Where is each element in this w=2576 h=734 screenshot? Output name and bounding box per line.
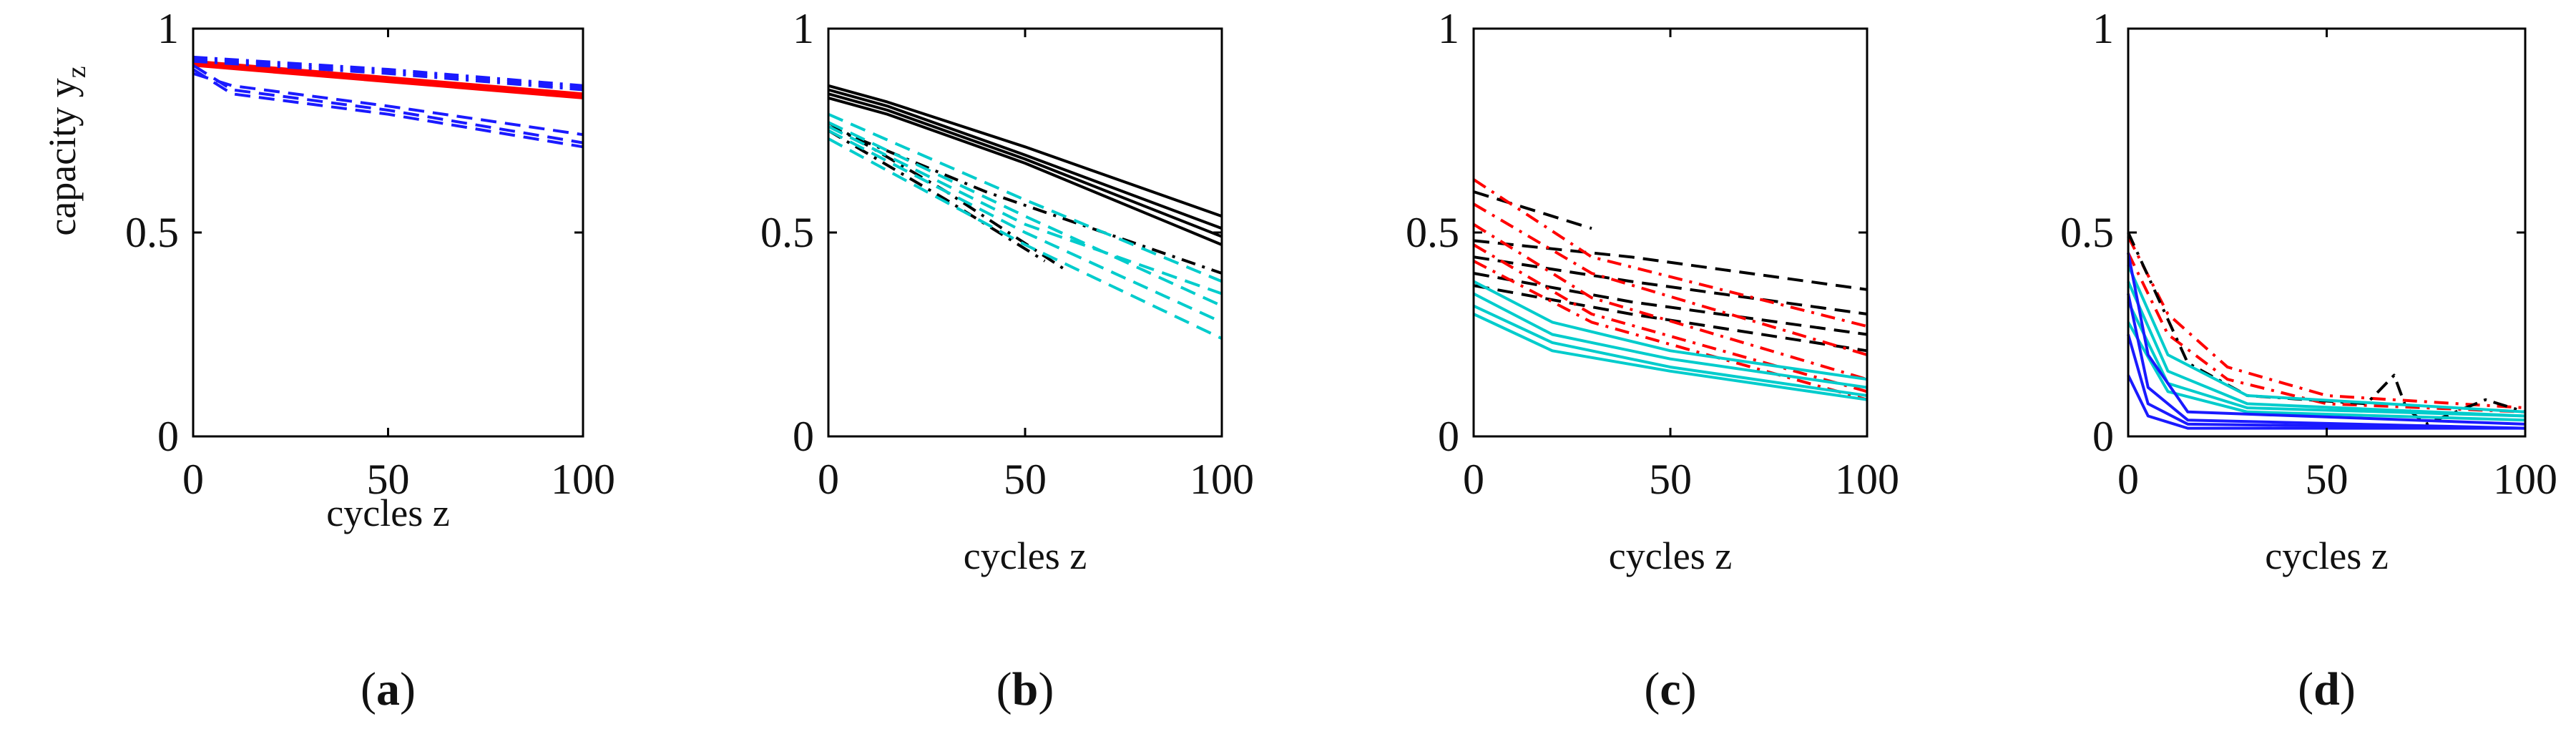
series-line-c-cyan-3 xyxy=(1473,304,1868,397)
panel-d: 0 50 100 0 0.5 1 cycles z (d) xyxy=(2060,5,2557,715)
series-line-a-red-3 xyxy=(192,62,584,98)
series-line-d-blue-3 xyxy=(2127,333,2526,430)
panel-a: 0 50 100 0 0.5 1 cycles z capacity yz (a) xyxy=(41,5,615,715)
x-tick-label: 50 xyxy=(1004,456,1047,503)
y-tick-label: 0 xyxy=(1438,413,1459,460)
x-tick-label: 100 xyxy=(2493,456,2557,503)
y-tick-label: 1 xyxy=(1438,5,1459,52)
series-line-c-cyan-2 xyxy=(1473,292,1868,389)
series-line-a-blue-4 xyxy=(192,68,584,149)
caption-open-paren: ( xyxy=(996,663,1012,715)
y-tick-label: 0 xyxy=(2092,413,2114,460)
series-line-d-cyan-2 xyxy=(2127,280,2526,418)
caption-letter: b xyxy=(1012,663,1039,715)
series-line-c-red-3 xyxy=(1472,222,1868,381)
y-tick-label: 0 xyxy=(793,413,814,460)
x-axis-label: cycles z xyxy=(964,534,1087,577)
subfigure-caption: (d) xyxy=(2298,663,2356,715)
y-axis-label: capacity yz xyxy=(41,66,92,235)
series-line-b-cyan-4 xyxy=(828,137,1223,341)
series-line-a-red-1 xyxy=(192,64,584,99)
series-line-d-blue-2 xyxy=(2127,293,2526,430)
axes-frame xyxy=(2127,27,2527,438)
series-line-c-black-1 xyxy=(1473,190,1592,230)
y-tick-label: 0.5 xyxy=(125,209,179,256)
caption-open-paren: ( xyxy=(2298,663,2313,715)
series-line-a-blue-1 xyxy=(192,55,584,87)
caption-close-paren: ) xyxy=(1038,663,1054,715)
x-tick-label: 0 xyxy=(1463,456,1484,503)
series-line-d-red-1 xyxy=(2127,235,2526,410)
series-line-a-blue-3 xyxy=(192,57,584,89)
y-axis-label-main: capacity y xyxy=(41,78,84,235)
series-line-c-cyan-4 xyxy=(1473,313,1868,401)
x-axis-label: cycles z xyxy=(1609,534,1732,577)
caption-letter: c xyxy=(1660,663,1680,715)
y-tick-label: 1 xyxy=(793,5,814,52)
caption-letter: a xyxy=(376,663,400,715)
axes-frame xyxy=(1472,27,1869,438)
x-tick-label: 50 xyxy=(2306,456,2349,503)
x-axis-label: cycles z xyxy=(326,491,449,534)
series-line-b-black-dash-2 xyxy=(827,129,1046,263)
subfigure-caption: (a) xyxy=(361,663,416,715)
series-line-d-blue-4 xyxy=(2127,374,2525,430)
subfigure-caption: (c) xyxy=(1644,663,1696,715)
x-tick-label: 50 xyxy=(367,456,410,503)
series-line-a-blue-2 xyxy=(192,59,584,92)
series-line-d-blue-1 xyxy=(2127,253,2526,426)
series-line-b-black-solid-4 xyxy=(828,96,1223,246)
series-line-a-blue-6 xyxy=(192,64,584,145)
caption-letter: d xyxy=(2313,663,2340,715)
series-line-c-red-1 xyxy=(1472,178,1868,328)
panel-c: 0 50 100 0 0.5 1 cycles z (c) xyxy=(1406,5,1899,715)
caption-close-paren: ) xyxy=(1681,663,1697,715)
y-tick-label: 0.5 xyxy=(2060,209,2114,256)
y-axis-label-sub: z xyxy=(62,66,92,78)
x-tick-label: 100 xyxy=(1835,456,1899,503)
x-tick-label: 0 xyxy=(818,456,839,503)
caption-close-paren: ) xyxy=(2340,663,2356,715)
series-line-b-cyan-5 xyxy=(828,125,1223,295)
x-tick-label: 0 xyxy=(2117,456,2139,503)
subfigure-caption: (b) xyxy=(996,663,1054,715)
caption-open-paren: ( xyxy=(1644,663,1660,715)
caption-close-paren: ) xyxy=(400,663,416,715)
series-line-d-cyan-3 xyxy=(2127,301,2526,418)
panel-b: 0 50 100 0 0.5 1 cycles z (b) xyxy=(760,5,1254,715)
y-tick-label: 0.5 xyxy=(760,209,814,256)
series-line-b-black-solid-1 xyxy=(828,84,1223,218)
x-axis-label: cycles z xyxy=(2265,534,2388,577)
x-tick-label: 50 xyxy=(1649,456,1692,503)
y-tick-label: 1 xyxy=(157,5,179,52)
series-line-c-black-4 xyxy=(1473,272,1868,336)
series-line-c-red-2 xyxy=(1472,202,1868,356)
series-line-b-black-dash-3 xyxy=(828,124,1223,275)
series-line-b-black-solid-2 xyxy=(828,88,1223,230)
x-tick-label: 100 xyxy=(1190,456,1254,503)
series-line-c-black-3 xyxy=(1473,255,1868,315)
y-tick-label: 1 xyxy=(2092,5,2114,52)
series-line-b-cyan-3 xyxy=(828,129,1223,324)
series-line-b-cyan-1 xyxy=(828,112,1223,283)
x-tick-label: 0 xyxy=(182,456,204,503)
y-tick-label: 0.5 xyxy=(1406,209,1459,256)
series-line-b-black-solid-3 xyxy=(828,92,1223,238)
series-line-d-red-2 xyxy=(2127,252,2526,414)
y-tick-label: 0 xyxy=(157,413,179,460)
series-line-d-cyan-1 xyxy=(2127,264,2526,414)
series-line-a-blue-5 xyxy=(192,72,584,137)
caption-open-paren: ( xyxy=(361,663,376,715)
series-line-c-black-2 xyxy=(1473,239,1868,291)
series-line-c-black-5 xyxy=(1473,284,1868,353)
series-line-c-cyan-1 xyxy=(1473,280,1868,381)
x-tick-label: 100 xyxy=(551,456,615,503)
